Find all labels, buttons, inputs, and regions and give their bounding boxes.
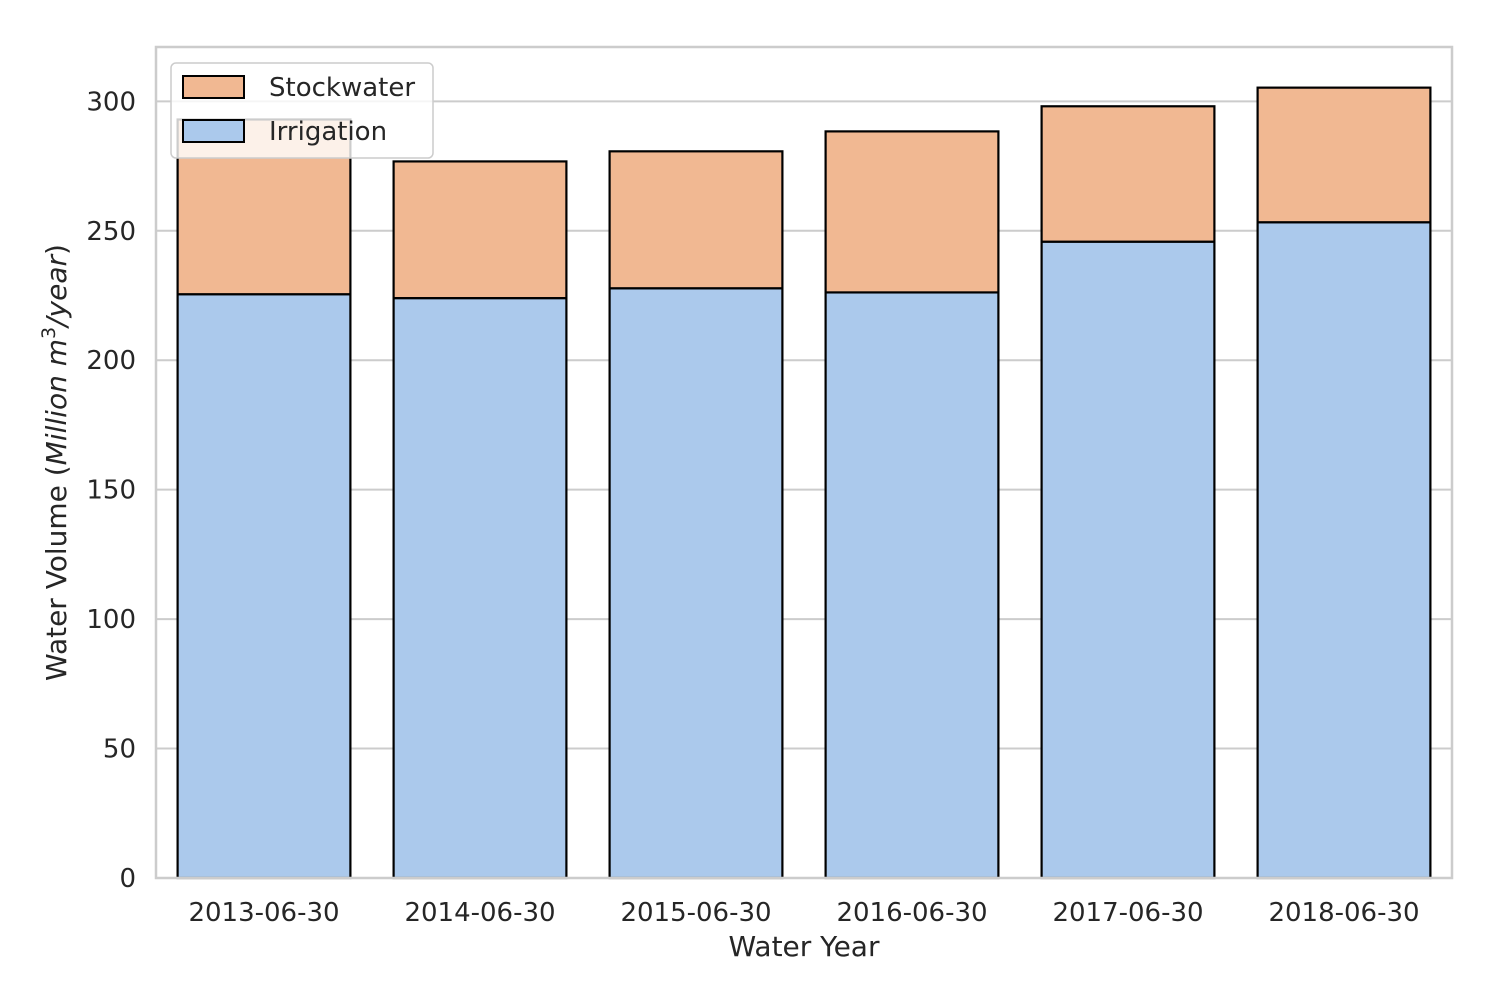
legend-label-irrigation: Irrigation [269,117,387,147]
y-tick-label: 0 [119,864,136,894]
bars [176,86,1432,880]
bar-irrigation [176,293,352,880]
legend: Stockwater Irrigation [170,62,434,159]
legend-label-stockwater: Stockwater [269,73,415,103]
bar-stockwater [824,130,1000,294]
legend-swatch-stockwater [182,75,245,99]
bar-irrigation [608,287,784,880]
plot-frame [154,45,1454,880]
x-axis-label: Water Year [729,930,880,963]
y-tick-label: 150 [86,476,136,506]
bar-irrigation [1256,221,1432,880]
y-tick-label: 300 [86,87,136,117]
y-tick-label: 250 [86,217,136,247]
bar-stockwater [608,150,784,290]
x-tick-label: 2015-06-30 [620,898,771,928]
bar-irrigation [392,297,568,880]
x-tick-label: 2016-06-30 [836,898,987,928]
y-tick-labels: 0 50 100 150 200 250 300 [86,87,136,894]
x-tick-label: 2018-06-30 [1268,898,1419,928]
bar-irrigation [824,291,1000,880]
y-tick-label: 100 [86,605,136,635]
bar-stockwater [392,160,568,300]
bar-stockwater [1256,86,1432,224]
x-tick-labels: 2013-06-30 2014-06-30 2015-06-30 2016-06-30… [188,898,1419,928]
bar-irrigation [1040,240,1216,880]
y-tick-label: 200 [86,346,136,376]
x-tick-label: 2014-06-30 [404,898,555,928]
y-axis-label: Water Volume (Million m3/year) [38,244,73,681]
y-tick-label: 50 [103,735,136,765]
legend-swatch-irrigation [182,119,245,143]
x-tick-label: 2017-06-30 [1052,898,1203,928]
bar-stockwater [1040,105,1216,243]
x-tick-label: 2013-06-30 [188,898,339,928]
